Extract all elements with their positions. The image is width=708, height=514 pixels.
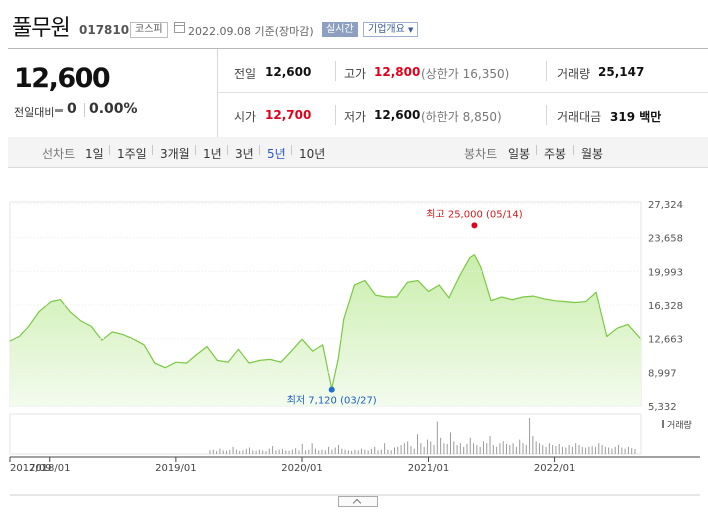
price-chart: 27,324 23,658 19,993 16,328 12,663 8,997 5,332… (9, 200, 700, 496)
y-axis: 27,324 23,658 19,993 16,328 12,663 8,997 5,332 (10, 200, 683, 413)
y-tick-label: 5,332 (648, 402, 677, 413)
realtime-button[interactable]: 실시간 (322, 22, 358, 37)
y-tick-label: 12,663 (648, 335, 683, 346)
volume-label: 거래량 (557, 67, 591, 81)
high-label: 고가 (344, 67, 367, 81)
x-tick-label: 2021/01 (408, 463, 450, 474)
amount-label: 거래대금 (557, 110, 602, 124)
y-tick-label: 16,328 (648, 301, 683, 312)
period-1y[interactable]: 1년 (203, 147, 222, 161)
period-10y[interactable]: 10년 (299, 147, 326, 161)
divider (195, 145, 196, 155)
period-3m[interactable]: 3개월 (160, 147, 190, 161)
divider (573, 145, 574, 155)
divider (546, 105, 547, 125)
y-tick-label: 19,993 (648, 267, 683, 278)
stock-code: 017810 (79, 23, 130, 37)
x-tick-label: 2018/01 (29, 463, 71, 474)
divider (84, 103, 85, 117)
period-5y[interactable]: 5년 (267, 147, 286, 161)
x-tick-label: 2019/01 (155, 463, 197, 474)
y-tick-label: 23,658 (648, 234, 683, 245)
company-overview-label: 기업개요 (368, 24, 405, 35)
divider (536, 145, 537, 155)
divider (259, 145, 260, 155)
amount-value: 319 백만 (610, 110, 662, 124)
x-tick-label: 2020/01 (281, 463, 323, 474)
open-label: 시가 (234, 110, 257, 124)
market-badge: 코스피 (130, 22, 168, 38)
current-price-box: 12,600 전일대비 0 0.00% (8, 49, 217, 137)
calendar-icon (174, 22, 185, 33)
divider (152, 145, 153, 155)
high-value: 12,800 (374, 65, 421, 79)
price-summary: 12,600 전일대비 0 0.00% 전일 12,600 고가 12,800 … (8, 48, 708, 138)
quote-date: 2022.09.08 기준(장마감) (188, 25, 314, 38)
y-tick-label: 27,324 (648, 200, 683, 211)
max-label: 최고 25,000 (05/14) (426, 208, 522, 220)
flat-change-icon (55, 109, 63, 112)
change-label: 전일대비 (14, 106, 55, 119)
stock-header: 풀무원 017810 코스피 2022.09.08 기준(장마감) 실시간 기업… (0, 0, 708, 48)
volume-legend-marker (662, 420, 664, 428)
period-3y[interactable]: 3년 (235, 147, 254, 161)
prev-close-label: 전일 (234, 67, 257, 81)
period-1w[interactable]: 1주일 (117, 147, 147, 161)
volume-value: 25,147 (598, 65, 645, 79)
volume-bars (209, 418, 636, 454)
prev-close-value: 12,600 (265, 65, 312, 79)
candle-daily[interactable]: 일봉 (508, 147, 531, 161)
price-change: 0 (67, 101, 77, 117)
divider (546, 61, 547, 81)
period-1d[interactable]: 1일 (85, 147, 104, 161)
lower-limit: (하한가 8,850) (421, 110, 502, 124)
low-label: 저가 (344, 110, 367, 124)
upper-limit: (상한가 16,350) (421, 67, 510, 81)
chevron-down-icon: ▼ (408, 26, 414, 34)
divider (227, 145, 228, 155)
x-tick-label: 2022/01 (534, 463, 576, 474)
open-value: 12,700 (265, 108, 312, 122)
min-point (328, 386, 335, 393)
company-overview-dropdown[interactable]: 기업개요 ▼ (363, 22, 419, 37)
max-point (471, 222, 478, 229)
divider (335, 105, 336, 125)
candle-chart-label: 봉차트 (464, 147, 498, 161)
chart-type-bar: 선차트 1일 1주일 3개월 1년 3년 5년 10년 봉차트 일봉 주봉 월봉 (8, 137, 708, 168)
low-value: 12,600 (374, 108, 421, 122)
min-label: 최저 7,120 (03/27) (287, 395, 377, 407)
current-price: 12,600 (14, 63, 111, 94)
divider (335, 61, 336, 81)
line-chart-label: 선차트 (42, 147, 76, 161)
price-area (10, 254, 641, 406)
candle-monthly[interactable]: 월봉 (581, 147, 604, 161)
divider (217, 49, 218, 137)
candle-weekly[interactable]: 주봉 (544, 147, 567, 161)
y-tick-label: 8,997 (648, 368, 677, 379)
divider (109, 145, 110, 155)
divider (291, 145, 292, 155)
company-name: 풀무원 (12, 16, 71, 41)
divider (218, 92, 708, 93)
collapse-chart-button[interactable] (338, 496, 378, 507)
volume-legend: 거래량 (667, 419, 692, 431)
change-rate: 0.00% (89, 101, 138, 117)
x-tick-label: 2017/09 (10, 463, 52, 474)
